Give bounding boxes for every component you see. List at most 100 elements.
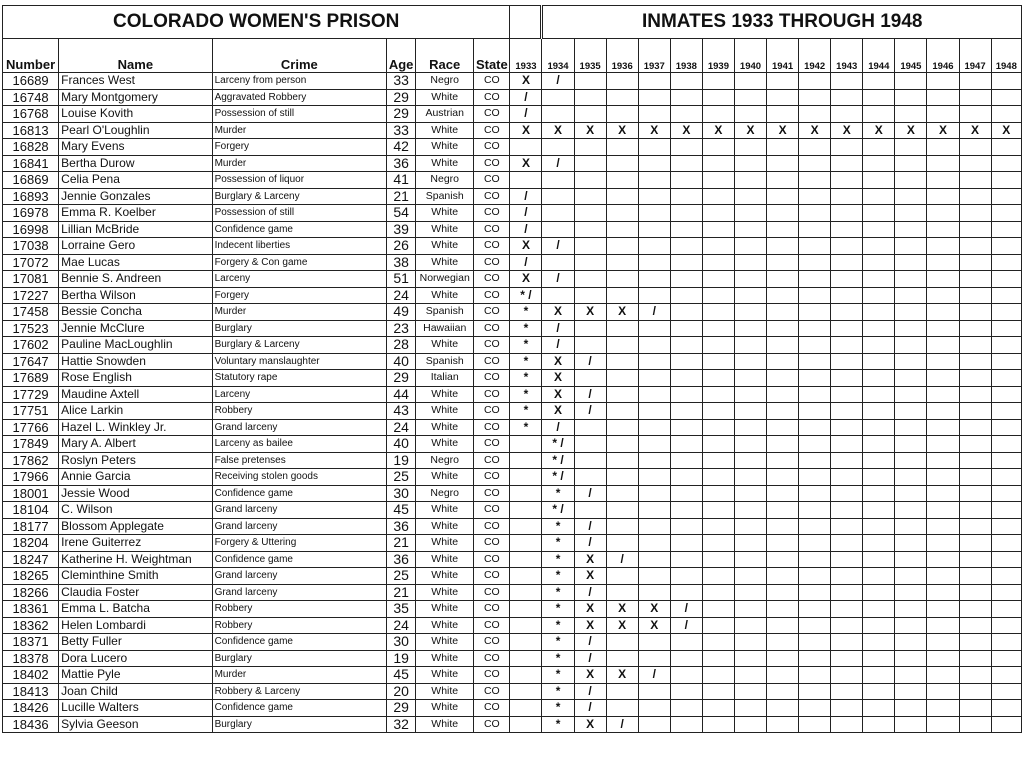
cell-year-1944 — [862, 649, 896, 667]
cell-number: 17766 — [1, 418, 60, 436]
cell-crime: Receiving stolen goods — [211, 468, 388, 486]
cell-name: Bessie Concha — [58, 303, 213, 321]
cell-year-1944 — [862, 138, 896, 156]
cell-number: 18378 — [1, 649, 60, 667]
cell-year-1945 — [894, 220, 928, 238]
cell-year-1941 — [766, 501, 800, 519]
cell-year-1940 — [733, 435, 768, 453]
cell-year-1947 — [958, 468, 992, 486]
cell-year-1943 — [830, 286, 864, 304]
cell-year-1943 — [830, 369, 864, 387]
cell-year-1935: / — [573, 534, 607, 552]
cell-year-1944 — [862, 501, 896, 519]
cell-year-1946 — [926, 171, 960, 189]
cell-year-1942 — [798, 187, 832, 205]
cell-race: White — [415, 435, 475, 453]
cell-year-1948 — [990, 600, 1023, 618]
cell-year-1934: * — [541, 550, 575, 568]
cell-year-1938 — [669, 319, 703, 337]
cell-year-1938 — [669, 72, 703, 90]
cell-year-1946 — [926, 88, 960, 106]
cell-year-1947 — [958, 484, 992, 502]
cell-year-1939 — [701, 633, 735, 651]
header-name: Name — [58, 38, 213, 73]
cell-year-1942 — [798, 253, 832, 271]
cell-state: CO — [473, 699, 511, 717]
cell-year-1938 — [669, 204, 703, 222]
cell-year-1943 — [830, 352, 864, 370]
cell-year-1944 — [862, 600, 896, 618]
cell-year-1935: X — [573, 567, 607, 585]
cell-year-1948 — [990, 286, 1023, 304]
cell-year-1936: X — [605, 616, 639, 634]
cell-year-1939 — [701, 517, 735, 535]
header-year-1943: 1943 — [830, 38, 864, 73]
cell-year-1948 — [990, 583, 1023, 601]
cell-year-1933: * — [509, 402, 543, 420]
cell-year-1948 — [990, 501, 1023, 519]
cell-year-1938 — [669, 451, 703, 469]
cell-year-1948 — [990, 336, 1023, 354]
cell-race: Negro — [415, 451, 475, 469]
cell-year-1938 — [669, 501, 703, 519]
cell-race: Spanish — [415, 352, 475, 370]
cell-year-1934: * — [541, 699, 575, 717]
cell-year-1938 — [669, 385, 703, 403]
cell-year-1941 — [766, 600, 800, 618]
cell-year-1941 — [766, 534, 800, 552]
cell-name: Joan Child — [58, 682, 213, 700]
cell-year-1939 — [701, 550, 735, 568]
cell-year-1934: * / — [541, 451, 575, 469]
cell-name: Mae Lucas — [58, 253, 213, 271]
cell-year-1938 — [669, 154, 703, 172]
cell-name: Pauline MacLoughlin — [58, 336, 213, 354]
header-year-1937: 1937 — [637, 38, 671, 73]
cell-year-1934: * — [541, 616, 575, 634]
cell-race: White — [415, 616, 475, 634]
cell-year-1948 — [990, 270, 1023, 288]
cell-year-1941 — [766, 88, 800, 106]
cell-year-1939: X — [701, 121, 735, 139]
cell-year-1940 — [733, 517, 768, 535]
cell-year-1942 — [798, 204, 832, 222]
cell-year-1939 — [701, 270, 735, 288]
cell-state: CO — [473, 567, 511, 585]
cell-year-1935: X — [573, 616, 607, 634]
cell-year-1938 — [669, 517, 703, 535]
cell-year-1946 — [926, 501, 960, 519]
cell-year-1945 — [894, 534, 928, 552]
cell-year-1935: / — [573, 583, 607, 601]
cell-year-1945 — [894, 336, 928, 354]
cell-year-1948 — [990, 649, 1023, 667]
cell-year-1939 — [701, 369, 735, 387]
header-number: Number — [1, 38, 60, 73]
cell-year-1936 — [605, 319, 639, 337]
cell-year-1938 — [669, 583, 703, 601]
cell-year-1937 — [637, 484, 671, 502]
cell-year-1947 — [958, 402, 992, 420]
cell-year-1933 — [509, 534, 543, 552]
cell-year-1934 — [541, 187, 575, 205]
cell-state: CO — [473, 550, 511, 568]
cell-age: 39 — [386, 220, 417, 238]
cell-year-1939 — [701, 171, 735, 189]
cell-year-1945 — [894, 435, 928, 453]
cell-year-1937 — [637, 517, 671, 535]
cell-year-1944 — [862, 319, 896, 337]
cell-year-1942 — [798, 154, 832, 172]
cell-year-1937 — [637, 435, 671, 453]
cell-state: CO — [473, 468, 511, 486]
cell-year-1937 — [637, 253, 671, 271]
cell-year-1948 — [990, 418, 1023, 436]
cell-age: 36 — [386, 517, 417, 535]
cell-year-1938 — [669, 435, 703, 453]
cell-year-1941 — [766, 567, 800, 585]
cell-year-1938 — [669, 352, 703, 370]
cell-year-1937 — [637, 534, 671, 552]
cell-year-1936 — [605, 468, 639, 486]
cell-year-1936: X — [605, 666, 639, 684]
cell-race: White — [415, 633, 475, 651]
cell-number: 18104 — [1, 501, 60, 519]
cell-crime: Forgery & Uttering — [211, 534, 388, 552]
cell-year-1934: X — [541, 369, 575, 387]
